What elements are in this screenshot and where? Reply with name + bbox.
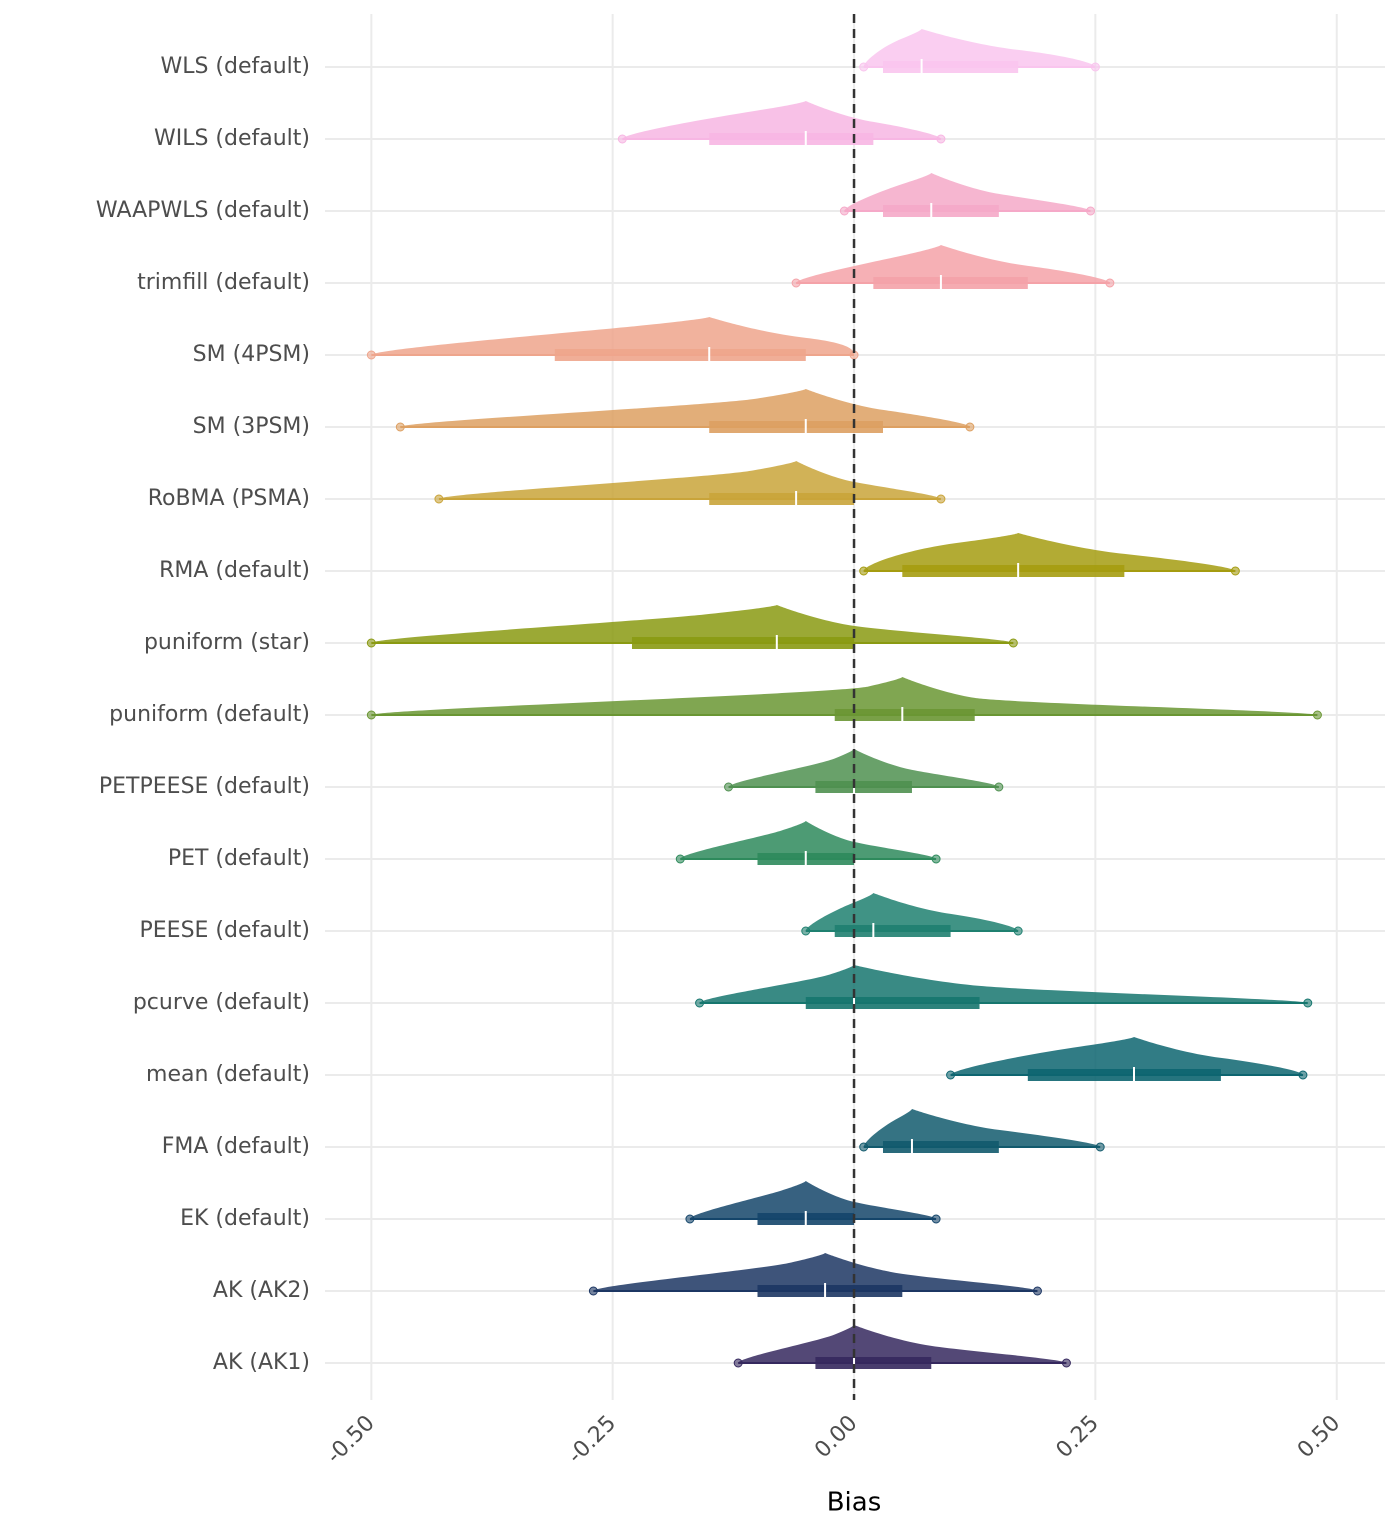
y-tick-label: RoBMA (PSMA): [148, 486, 310, 511]
box: [757, 1285, 903, 1297]
density-cloud: [400, 389, 970, 427]
y-tick-label: WAAPWLS (default): [96, 198, 310, 223]
point: [695, 998, 705, 1008]
point: [588, 1286, 598, 1296]
point: [1032, 1286, 1042, 1296]
x-axis-label: Bias: [827, 1488, 882, 1518]
point: [366, 638, 376, 648]
box: [709, 133, 874, 145]
point: [994, 782, 1004, 792]
density-cloud: [680, 821, 937, 859]
y-tick-label: PEESE (default): [140, 918, 311, 943]
box: [834, 709, 975, 721]
point: [1230, 566, 1240, 576]
x-tick-label: -0.25: [563, 1411, 621, 1469]
box: [805, 997, 980, 1009]
x-tick-label: -0.50: [322, 1411, 380, 1469]
box: [709, 493, 855, 505]
x-tick-label: 0.50: [1293, 1411, 1345, 1463]
point: [366, 710, 376, 720]
density-cloud: [863, 1109, 1101, 1147]
y-tick-label: trimfill (default): [137, 270, 310, 295]
point: [1086, 206, 1096, 216]
y-tick-label: AK (AK2): [213, 1278, 310, 1303]
point: [791, 278, 801, 288]
y-tick-label: SM (3PSM): [193, 414, 310, 439]
density-cloud: [863, 533, 1236, 571]
point: [1090, 62, 1100, 72]
box: [882, 61, 1019, 73]
point: [936, 494, 946, 504]
box: [1027, 1069, 1221, 1081]
y-tick-label: puniform (default): [109, 702, 310, 727]
box: [709, 421, 883, 433]
density-cloud: [699, 965, 1308, 1003]
point: [1312, 710, 1322, 720]
point: [395, 422, 405, 432]
box: [902, 565, 1125, 577]
y-tick-label: PET (default): [168, 846, 310, 871]
point: [839, 206, 849, 216]
point: [724, 782, 734, 792]
box: [882, 1141, 999, 1153]
point: [801, 926, 811, 936]
point: [434, 494, 444, 504]
density-cloud: [371, 317, 855, 355]
density-cloud: [728, 749, 999, 787]
box: [815, 1357, 932, 1369]
density-cloud: [622, 101, 941, 139]
point: [859, 62, 869, 72]
point: [675, 854, 685, 864]
point: [1105, 278, 1115, 288]
box: [815, 781, 912, 793]
point: [1095, 1142, 1105, 1152]
y-tick-label: FMA (default): [162, 1134, 310, 1159]
point: [733, 1358, 743, 1368]
point: [1013, 926, 1023, 936]
density-cloud: [738, 1325, 1067, 1363]
point: [1303, 998, 1313, 1008]
point: [931, 1214, 941, 1224]
box: [882, 205, 999, 217]
y-tick-label: RMA (default): [159, 558, 310, 583]
box: [554, 349, 806, 361]
y-tick-label: WILS (default): [154, 126, 310, 151]
density-cloud: [438, 461, 941, 499]
density-cloud: [689, 1181, 937, 1219]
density-cloud: [593, 1253, 1038, 1291]
point: [936, 134, 946, 144]
point: [946, 1070, 956, 1080]
x-tick-label: 0.00: [810, 1411, 862, 1463]
point: [685, 1214, 695, 1224]
density-cloud: [844, 173, 1091, 211]
point: [859, 1142, 869, 1152]
point: [1061, 1358, 1071, 1368]
density-cloud: [950, 1037, 1303, 1075]
y-tick-label: AK (AK1): [213, 1350, 310, 1375]
point: [931, 854, 941, 864]
box: [834, 925, 951, 937]
point: [859, 566, 869, 576]
point: [1298, 1070, 1308, 1080]
point: [617, 134, 627, 144]
point: [366, 350, 376, 360]
y-tick-label: mean (default): [146, 1062, 310, 1087]
density-cloud: [863, 29, 1096, 67]
box: [873, 277, 1028, 289]
density-cloud: [805, 893, 1019, 931]
point: [965, 422, 975, 432]
x-tick-label: 0.25: [1052, 1411, 1104, 1463]
density-cloud: [371, 677, 1318, 715]
point: [1008, 638, 1018, 648]
y-tick-label: PETPEESE (default): [99, 774, 310, 799]
y-tick-label: pcurve (default): [133, 990, 310, 1015]
box: [631, 637, 855, 649]
y-tick-label: puniform (star): [144, 630, 310, 655]
y-tick-label: EK (default): [180, 1206, 310, 1231]
density-cloud: [796, 245, 1110, 283]
y-tick-label: WLS (default): [160, 54, 310, 79]
y-tick-label: SM (4PSM): [193, 342, 310, 367]
